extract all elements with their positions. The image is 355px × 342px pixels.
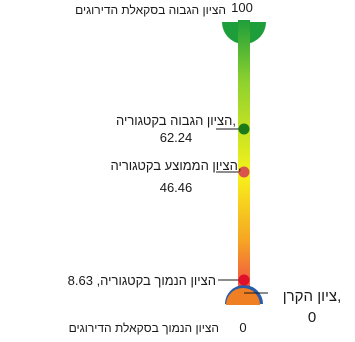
gauge-bar [238, 20, 250, 302]
scale-max-value: 100 [231, 0, 253, 15]
scale-max-label: הציון הגבוה בסקאלת הדירוגים [75, 3, 226, 17]
marker-avg-label: הציון הממוצע בקטגוריה, [110, 158, 241, 173]
marker-high-dot [238, 123, 250, 135]
marker-high-value: 62.24 [160, 130, 193, 145]
marker-low-dot [238, 274, 250, 286]
scale-min-label: הציון הנמוך בסקאלת הדירוגים [69, 321, 219, 335]
marker-low-label: הציון הנמוך בקטגוריה, 8.63 [68, 273, 216, 288]
marker-high-label: הציון הגבוה בקטגוריה, [116, 113, 236, 128]
score-marker [226, 288, 260, 305]
score-label: ציון הקרן, [283, 288, 341, 305]
scale-min-value: 0 [239, 320, 246, 335]
marker-avg-dot [238, 166, 250, 178]
score-value: 0 [308, 309, 316, 326]
marker-avg-value: 46.46 [160, 180, 193, 195]
